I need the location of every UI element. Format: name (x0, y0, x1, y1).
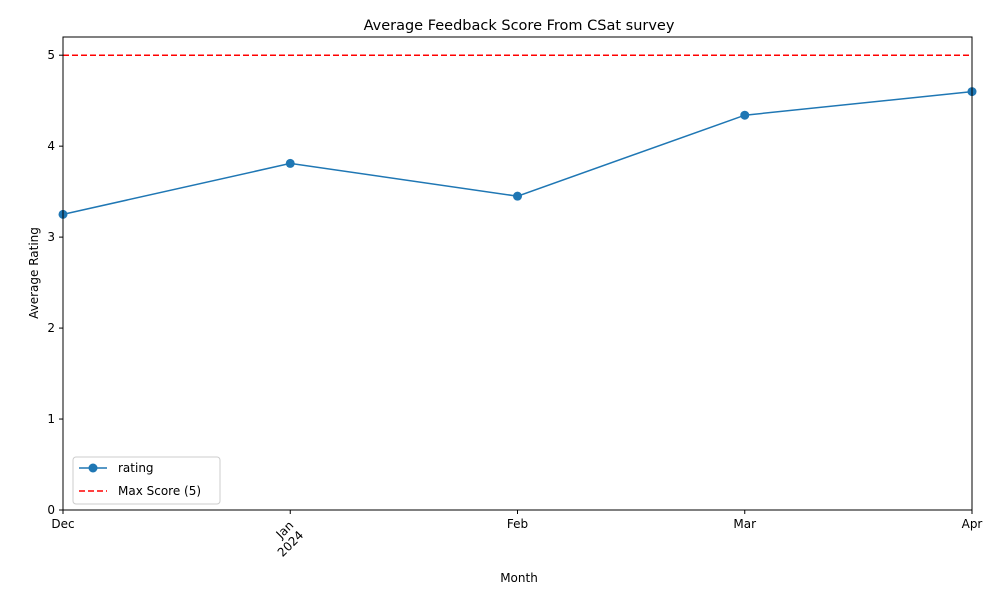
x-tick-label: Feb (507, 517, 528, 531)
y-tick-label: 1 (47, 412, 55, 426)
legend-rating-marker (88, 463, 98, 473)
legend-box (72, 456, 221, 505)
x-axis-title: Month (500, 571, 538, 585)
plot-area (58, 54, 977, 219)
x-tick-label: Dec (51, 517, 74, 531)
y-axis: 0 1 2 3 4 5 (47, 48, 63, 517)
legend-max-score-label: Max Score (5) (118, 484, 201, 498)
y-tick-label: 4 (47, 139, 55, 153)
y-axis-title: Average Rating (27, 227, 41, 319)
rating-data-point (740, 110, 750, 120)
y-tick-label: 5 (47, 48, 55, 62)
y-tick-label: 0 (47, 503, 55, 517)
rating-data-point (513, 191, 522, 201)
legend: rating Max Score (5) (72, 456, 221, 505)
legend-rating-label: rating (118, 461, 154, 475)
y-tick-label: 2 (47, 321, 55, 335)
chart-title: Average Feedback Score From CSat survey (364, 18, 675, 34)
x-tick-label: Mar (733, 517, 756, 531)
rating-data-point (285, 158, 295, 168)
plot-frame (62, 36, 973, 511)
y-tick-label: 3 (47, 230, 55, 244)
x-tick-label: Apr (962, 517, 983, 531)
